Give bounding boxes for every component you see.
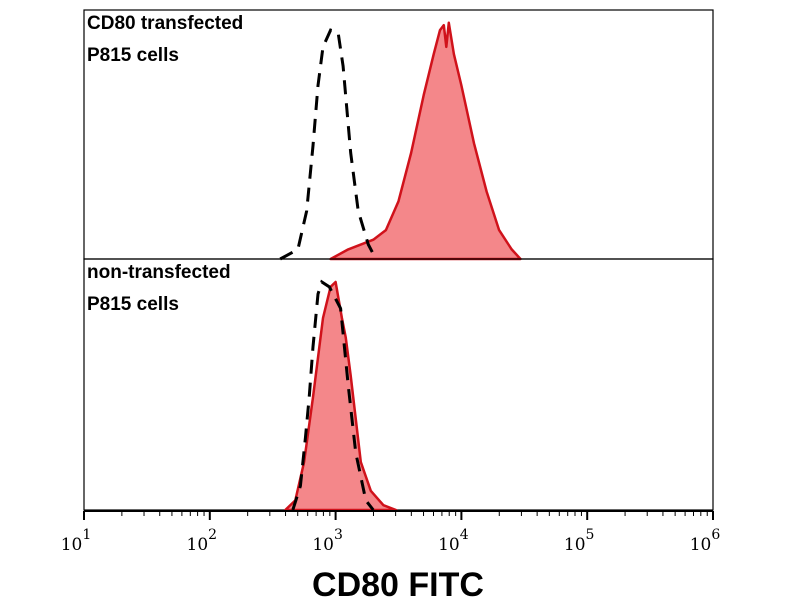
x-axis-label: CD80 FITC [312,566,484,600]
x-tick-label: 102 [187,527,218,555]
control-histogram [279,28,378,261]
x-tick-label: 104 [438,527,469,555]
control-histogram [291,279,375,511]
stained-histogram [284,280,398,512]
x-tick-label: 105 [564,527,595,555]
x-tick-label: 106 [690,527,721,555]
panel-label: P815 cells [87,45,179,66]
x-tick-label: 101 [61,527,92,555]
histogram-panel-1: CD80 transfected P815 cells [83,9,714,261]
panel-label: non-transfected [87,262,231,283]
x-tick-label: 103 [312,527,343,555]
stained-histogram [329,21,522,261]
panel-label: P815 cells [87,294,179,315]
histogram-panel-2: non-transfected P815 cells [83,258,714,512]
panel-label: CD80 transfected [87,13,243,34]
